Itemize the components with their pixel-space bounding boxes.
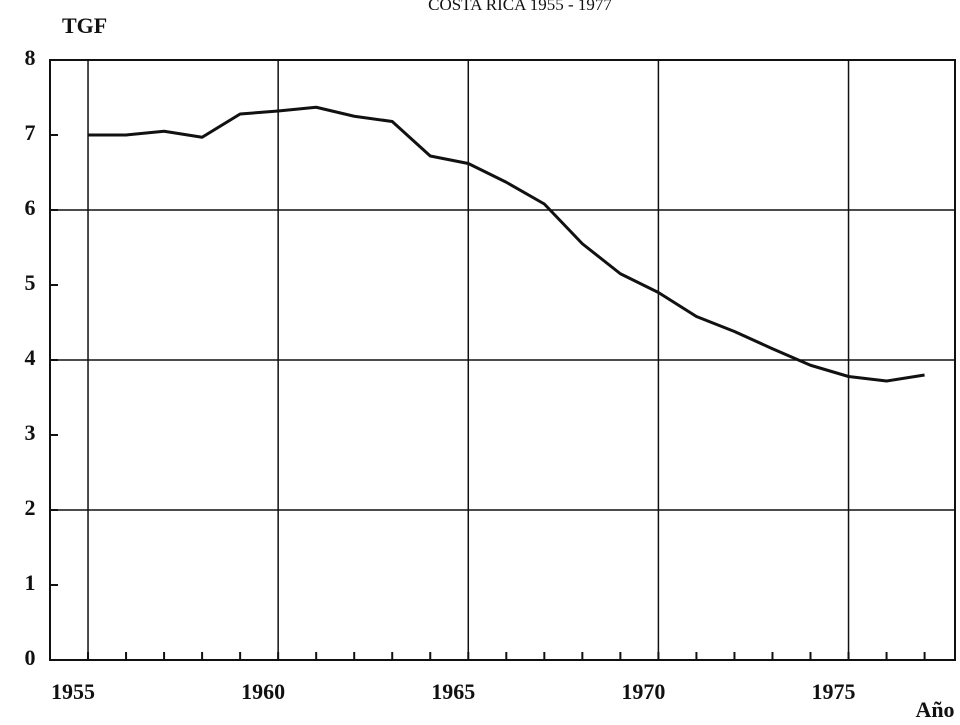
y-tick-label: 1 <box>25 570 36 595</box>
data-line <box>88 105 925 383</box>
chart-title: COSTA RICA 1955 - 1977 <box>428 0 612 14</box>
y-tick-label: 6 <box>25 195 36 220</box>
x-tick-label: 1960 <box>241 679 285 704</box>
y-tick-label: 8 <box>25 45 36 70</box>
y-axis-label: TGF <box>62 13 107 38</box>
y-tick-label: 0 <box>25 645 36 670</box>
x-tick-label: 1970 <box>621 679 665 704</box>
x-tick-label: 1975 <box>812 679 856 704</box>
y-tick-label: 5 <box>25 270 36 295</box>
x-axis-label: Año <box>915 697 954 722</box>
x-tick-label: 1955 <box>51 679 95 704</box>
y-tick-label: 3 <box>25 420 36 445</box>
x-tick-label: 1965 <box>431 679 475 704</box>
y-tick-label: 7 <box>25 120 36 145</box>
y-tick-label: 2 <box>25 495 36 520</box>
y-tick-label: 4 <box>25 345 36 370</box>
